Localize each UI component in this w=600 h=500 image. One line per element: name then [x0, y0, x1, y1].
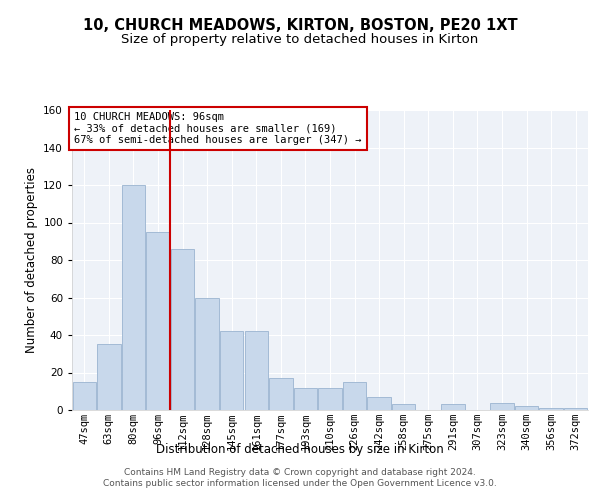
Bar — [392, 404, 415, 410]
Bar — [146, 232, 170, 410]
Y-axis label: Number of detached properties: Number of detached properties — [25, 167, 38, 353]
Text: 10 CHURCH MEADOWS: 96sqm
← 33% of detached houses are smaller (169)
67% of semi-: 10 CHURCH MEADOWS: 96sqm ← 33% of detach… — [74, 112, 362, 145]
Bar — [171, 248, 194, 410]
Text: 10, CHURCH MEADOWS, KIRTON, BOSTON, PE20 1XT: 10, CHURCH MEADOWS, KIRTON, BOSTON, PE20… — [83, 18, 517, 32]
Bar — [245, 331, 268, 410]
Bar — [97, 344, 121, 410]
Bar — [269, 378, 293, 410]
Bar — [196, 298, 219, 410]
Bar — [564, 408, 587, 410]
Bar — [343, 382, 366, 410]
Bar — [515, 406, 538, 410]
Text: Distribution of detached houses by size in Kirton: Distribution of detached houses by size … — [156, 442, 444, 456]
Bar — [367, 397, 391, 410]
Bar — [539, 408, 563, 410]
Bar — [319, 388, 341, 410]
Bar — [441, 404, 464, 410]
Bar — [490, 402, 514, 410]
Text: Contains HM Land Registry data © Crown copyright and database right 2024.
Contai: Contains HM Land Registry data © Crown c… — [103, 468, 497, 487]
Bar — [294, 388, 317, 410]
Bar — [73, 382, 96, 410]
Bar — [122, 185, 145, 410]
Bar — [220, 331, 244, 410]
Text: Size of property relative to detached houses in Kirton: Size of property relative to detached ho… — [121, 32, 479, 46]
